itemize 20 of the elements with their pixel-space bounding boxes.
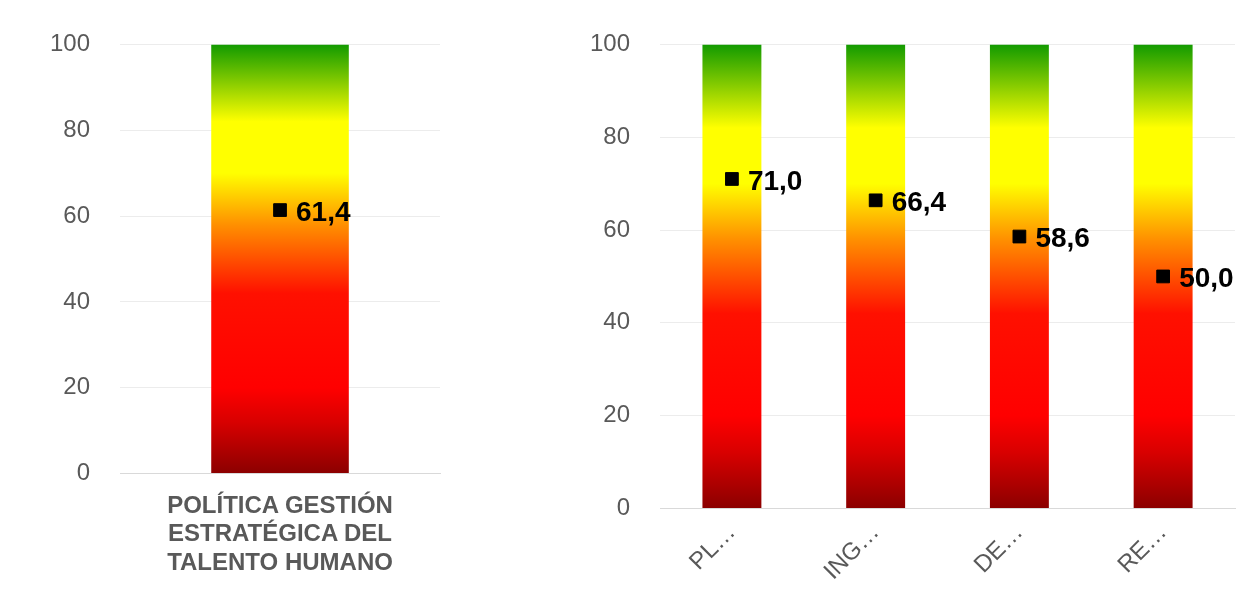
y-tick-label: 100 — [50, 29, 91, 57]
y-tick-label: 60 — [603, 214, 631, 242]
y-tick-label: 80 — [63, 114, 91, 142]
y-tick-label: 0 — [616, 493, 631, 521]
point — [725, 172, 739, 186]
y-tick-label: 20 — [603, 400, 631, 428]
x-tick-label: DE… — [967, 517, 1028, 578]
y-tick-label: 100 — [590, 29, 631, 57]
y-tick-label: 80 — [603, 121, 631, 149]
x-tick-label: POLÍTICA GESTIÓN ESTRATÉGICA DEL TALENTO HUMANO — [167, 490, 393, 576]
x-tick-label: RE… — [1111, 517, 1172, 578]
point — [868, 193, 883, 208]
point — [1156, 269, 1170, 284]
y-tick-label: 20 — [63, 372, 91, 400]
y-tick-label: 40 — [603, 307, 631, 335]
y-tick-label: 0 — [76, 458, 91, 486]
x-tick-label: PL… — [683, 517, 741, 575]
y-tick-label: 40 — [63, 286, 91, 314]
y-tick-label: 60 — [63, 200, 91, 228]
point — [1012, 229, 1027, 244]
